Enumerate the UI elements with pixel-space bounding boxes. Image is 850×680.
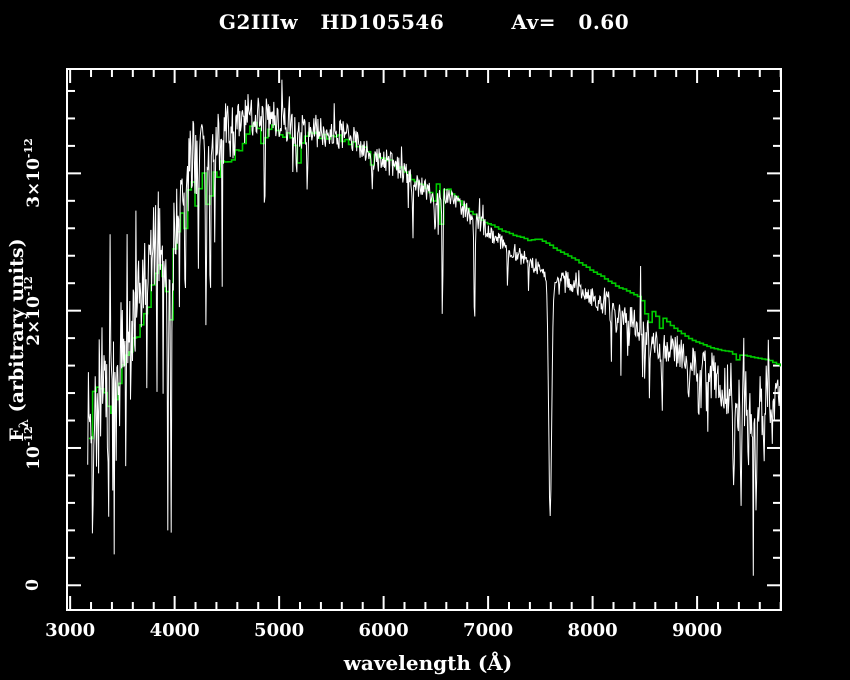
x-tick-label: 9000	[672, 620, 723, 641]
x-axis-title: wavelength (Å)	[343, 651, 513, 675]
y-axis-title-units: (arbitrary units)	[6, 238, 29, 419]
model-spectrum-line	[88, 121, 781, 440]
y-tick-label: 0	[23, 579, 43, 592]
y-axis-title: Fλ (arbitrary units)	[6, 238, 32, 441]
chart-title: G2IIIw HD105546 Av= 0.60	[218, 10, 630, 34]
y-tick-label: 3×10-12	[22, 138, 44, 209]
x-tick-label: 3000	[45, 620, 96, 641]
x-tick-label: 8000	[567, 620, 618, 641]
x-tick-label: 4000	[149, 620, 200, 641]
x-tick-label: 5000	[254, 620, 305, 641]
plot-box	[66, 68, 782, 611]
observed-spectrum-line	[87, 79, 781, 576]
axis-ticks	[68, 70, 782, 609]
y-axis-title-f: F	[6, 428, 29, 442]
y-axis-title-lambda: λ	[16, 418, 32, 429]
x-tick-label: 6000	[358, 620, 409, 641]
x-tick-label: 7000	[463, 620, 514, 641]
